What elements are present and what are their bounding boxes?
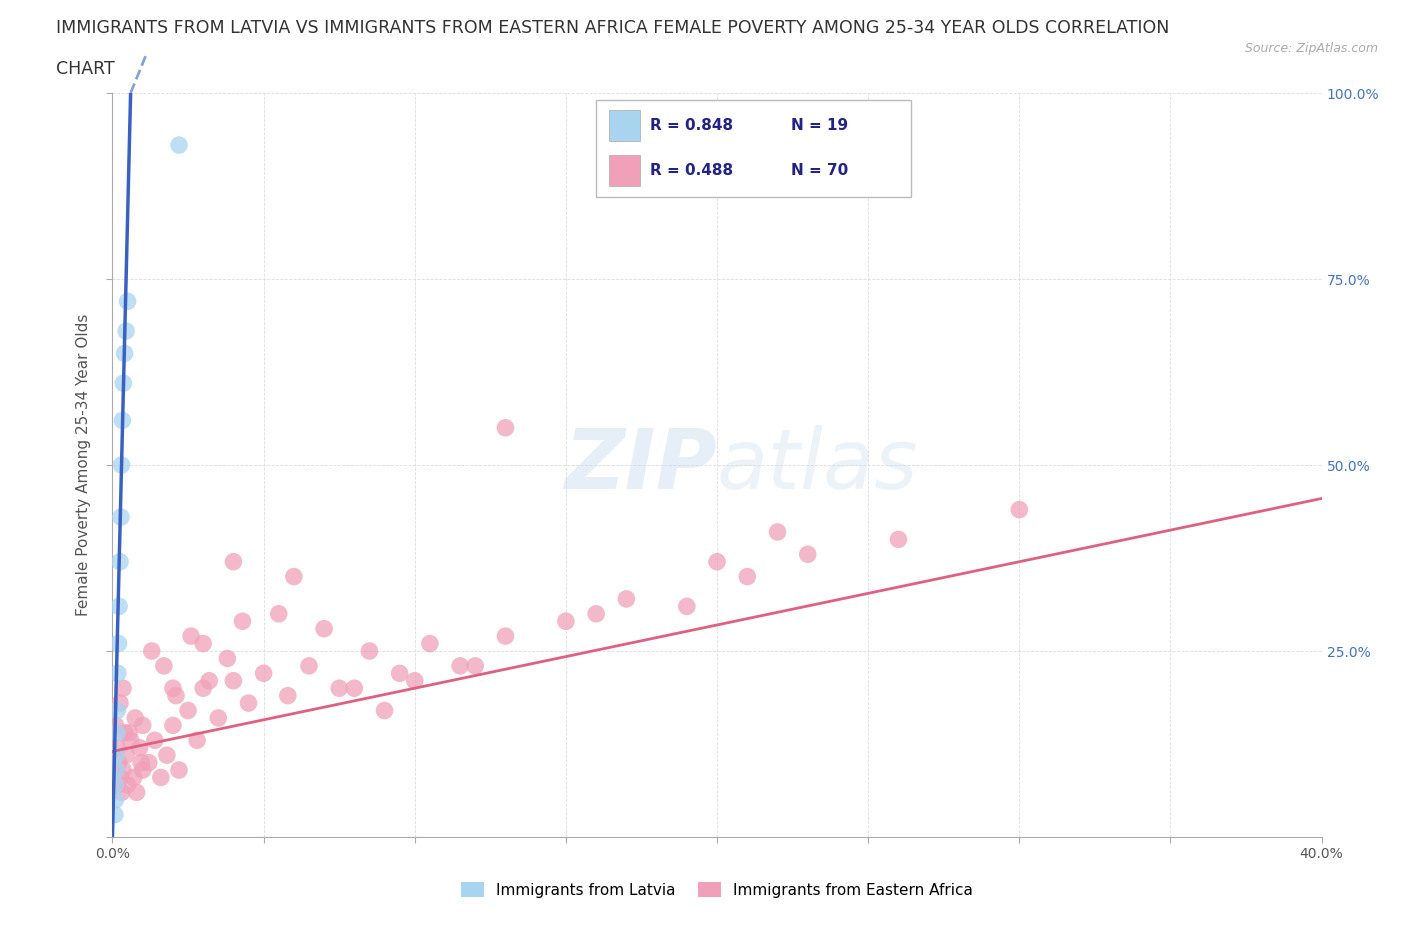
- Point: [114, 346, 136, 361]
- Point: [464, 658, 486, 673]
- Point: [149, 770, 172, 785]
- Point: [115, 324, 138, 339]
- Point: [104, 807, 127, 822]
- Point: [105, 725, 128, 740]
- Point: [191, 636, 214, 651]
- Point: [766, 525, 789, 539]
- Point: [162, 718, 184, 733]
- Point: [153, 658, 176, 673]
- Point: [419, 636, 441, 651]
- Point: [374, 703, 396, 718]
- Point: [108, 770, 131, 785]
- Point: [105, 703, 128, 718]
- Point: [186, 733, 208, 748]
- Point: [231, 614, 253, 629]
- Point: [105, 777, 128, 792]
- Point: [132, 763, 155, 777]
- Point: [107, 636, 129, 651]
- Point: [737, 569, 759, 584]
- Point: [298, 658, 321, 673]
- Point: [177, 703, 200, 718]
- Point: [141, 644, 163, 658]
- Text: IMMIGRANTS FROM LATVIA VS IMMIGRANTS FROM EASTERN AFRICA FEMALE POVERTY AMONG 25: IMMIGRANTS FROM LATVIA VS IMMIGRANTS FRO…: [56, 19, 1170, 36]
- Text: CHART: CHART: [56, 60, 115, 78]
- Point: [129, 755, 152, 770]
- Point: [449, 658, 471, 673]
- Point: [117, 777, 139, 792]
- Point: [314, 621, 336, 636]
- Point: [120, 733, 142, 748]
- Point: [138, 755, 160, 770]
- Point: [283, 569, 305, 584]
- Point: [191, 681, 214, 696]
- Text: ZIP: ZIP: [564, 424, 717, 506]
- Point: [143, 733, 166, 748]
- Point: [115, 748, 138, 763]
- Point: [124, 711, 146, 725]
- Text: Source: ZipAtlas.com: Source: ZipAtlas.com: [1244, 42, 1378, 55]
- Point: [110, 785, 132, 800]
- Point: [1008, 502, 1031, 517]
- Point: [128, 740, 150, 755]
- Point: [222, 554, 245, 569]
- Point: [108, 599, 131, 614]
- Point: [167, 138, 190, 153]
- Point: [111, 413, 134, 428]
- Y-axis label: Female Poverty Among 25-34 Year Olds: Female Poverty Among 25-34 Year Olds: [76, 313, 91, 617]
- Point: [706, 554, 728, 569]
- Point: [165, 688, 187, 703]
- Point: [253, 666, 276, 681]
- Point: [675, 599, 697, 614]
- Point: [132, 718, 155, 733]
- Point: [105, 748, 128, 763]
- Point: [495, 629, 517, 644]
- Point: [156, 748, 179, 763]
- Point: [887, 532, 910, 547]
- Point: [112, 681, 135, 696]
- Legend: Immigrants from Latvia, Immigrants from Eastern Africa: Immigrants from Latvia, Immigrants from …: [454, 875, 980, 904]
- Point: [388, 666, 411, 681]
- Point: [114, 725, 136, 740]
- Point: [554, 614, 576, 629]
- Point: [112, 763, 135, 777]
- Point: [238, 696, 260, 711]
- Point: [125, 785, 148, 800]
- Point: [359, 644, 381, 658]
- Point: [110, 458, 132, 472]
- Point: [105, 763, 128, 777]
- Point: [207, 711, 229, 725]
- Point: [162, 681, 184, 696]
- Text: atlas: atlas: [717, 424, 918, 506]
- Point: [110, 510, 132, 525]
- Point: [585, 606, 607, 621]
- Point: [217, 651, 239, 666]
- Point: [796, 547, 818, 562]
- Point: [222, 673, 245, 688]
- Point: [616, 591, 638, 606]
- Point: [112, 376, 135, 391]
- Point: [277, 688, 299, 703]
- Point: [495, 420, 517, 435]
- Point: [167, 763, 190, 777]
- Point: [328, 681, 350, 696]
- Point: [104, 718, 127, 733]
- Point: [104, 777, 127, 792]
- Point: [122, 770, 145, 785]
- Point: [108, 554, 131, 569]
- Point: [117, 294, 139, 309]
- Point: [198, 673, 221, 688]
- Point: [104, 792, 127, 807]
- Point: [404, 673, 426, 688]
- Point: [343, 681, 366, 696]
- Point: [105, 740, 128, 755]
- Point: [118, 725, 141, 740]
- Point: [107, 666, 129, 681]
- Point: [107, 755, 129, 770]
- Point: [267, 606, 290, 621]
- Point: [180, 629, 202, 644]
- Point: [108, 696, 131, 711]
